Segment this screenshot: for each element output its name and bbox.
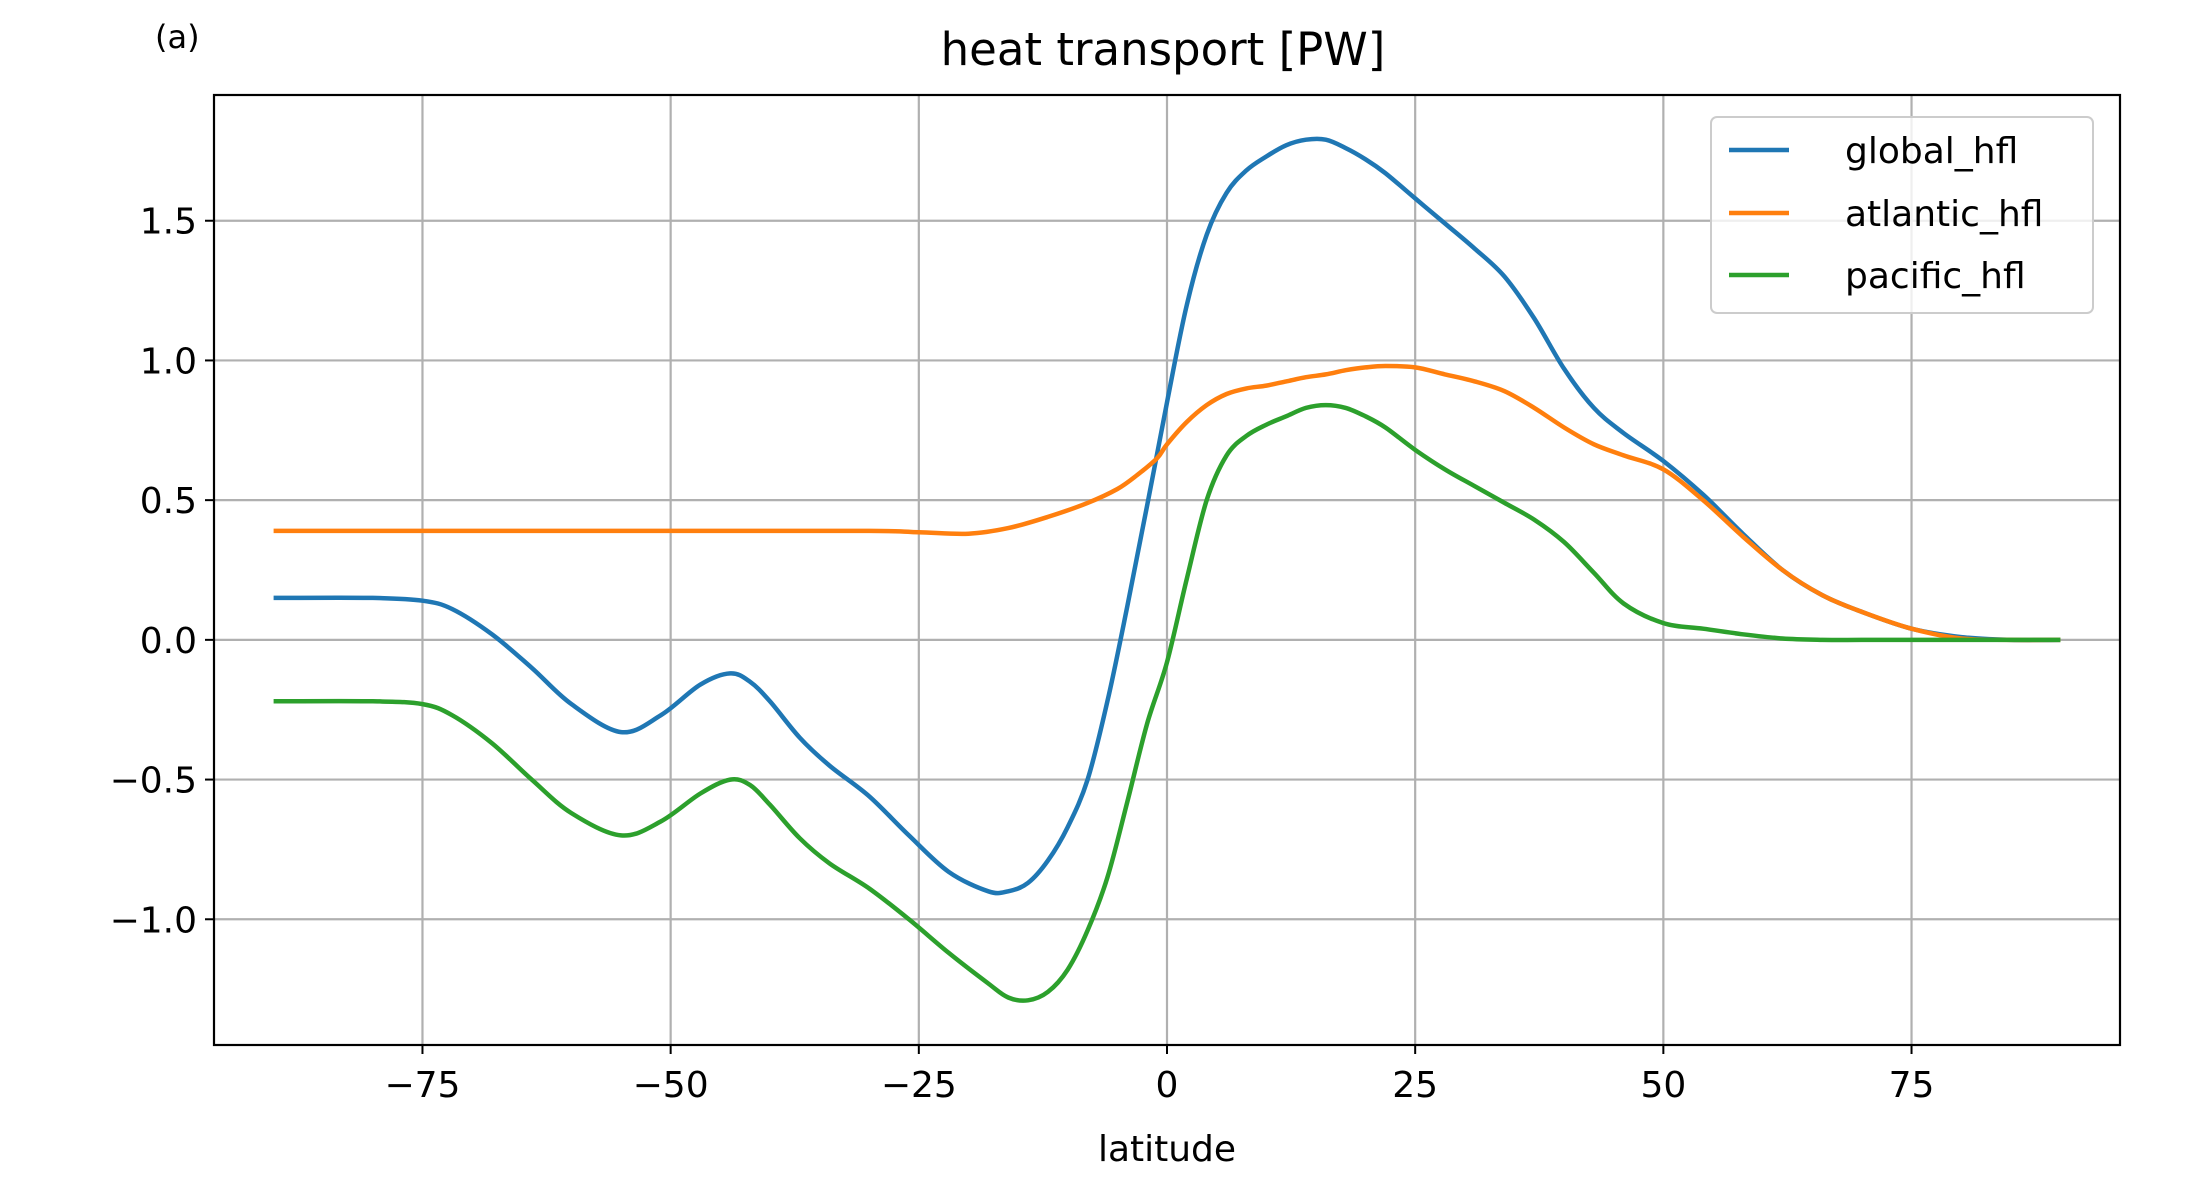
- legend-box: [1710, 116, 2094, 314]
- y-tick-label: −0.5: [110, 761, 197, 802]
- legend: global_hfl atlantic_hfl pacific_hfl: [1710, 116, 2094, 314]
- x-axis-label: latitude: [1098, 1129, 1236, 1170]
- x-tick-label: −75: [384, 1065, 460, 1106]
- x-tick-label: 50: [1640, 1065, 1686, 1106]
- legend-label-global_hfl: global_hfl: [1845, 131, 2018, 172]
- x-tick-label: 25: [1392, 1065, 1438, 1106]
- axis-ticks: −75 −50 −25 0 25 50 75 −1.0 −0.5 0.0 0.5 1.0 1.5: [110, 202, 1935, 1106]
- x-tick-label: 0: [1156, 1065, 1179, 1106]
- panel-label: (a): [155, 18, 200, 56]
- series-line-atlantic_hfl: [273, 363, 2061, 643]
- series-line-global_hfl: [273, 136, 2061, 896]
- x-tick-label: −25: [881, 1065, 957, 1106]
- y-tick-label: 0.5: [140, 481, 197, 522]
- legend-label-pacific_hfl: pacific_hfl: [1845, 256, 2026, 297]
- series-lines: [273, 136, 2061, 1003]
- x-tick-label: −50: [633, 1065, 709, 1106]
- legend-label-atlantic_hfl: atlantic_hfl: [1845, 194, 2043, 235]
- y-tick-label: 1.0: [140, 341, 197, 382]
- series-line-pacific_hfl: [273, 402, 2061, 1003]
- chart-title: heat transport [PW]: [941, 23, 1386, 76]
- y-tick-label: −1.0: [110, 900, 197, 941]
- y-tick-label: 0.0: [140, 621, 197, 662]
- y-tick-label: 1.5: [140, 202, 197, 243]
- x-tick-label: 75: [1889, 1065, 1935, 1106]
